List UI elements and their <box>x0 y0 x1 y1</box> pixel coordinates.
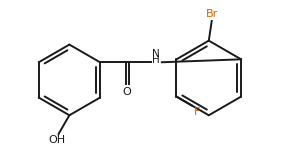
Text: OH: OH <box>48 135 65 145</box>
Text: F: F <box>194 107 200 117</box>
Text: O: O <box>122 87 131 97</box>
Text: N: N <box>152 49 160 59</box>
Text: Br: Br <box>205 9 218 19</box>
Text: H: H <box>152 55 160 65</box>
